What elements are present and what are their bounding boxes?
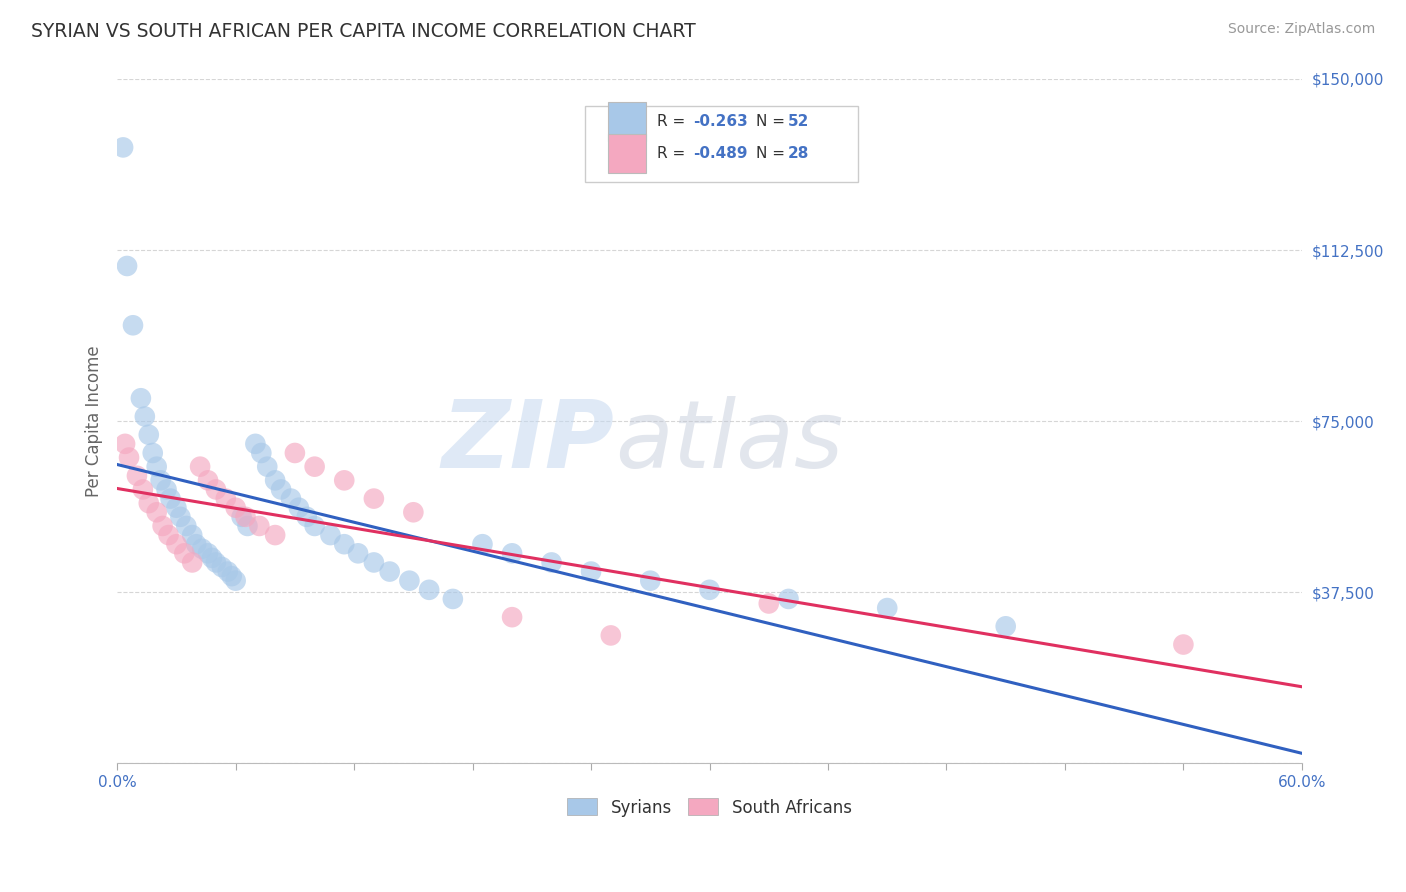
Point xyxy=(112,140,135,154)
Point xyxy=(138,427,160,442)
Point xyxy=(129,391,152,405)
Point xyxy=(132,483,155,497)
Point xyxy=(256,459,278,474)
Point xyxy=(418,582,440,597)
Point xyxy=(115,259,138,273)
Point xyxy=(145,459,167,474)
Point xyxy=(304,519,326,533)
Point xyxy=(245,437,267,451)
Point xyxy=(201,550,224,565)
Point xyxy=(333,474,356,488)
FancyBboxPatch shape xyxy=(607,135,645,173)
Point xyxy=(225,500,247,515)
Point xyxy=(579,565,602,579)
Point xyxy=(280,491,302,506)
Point xyxy=(319,528,342,542)
Point xyxy=(188,459,211,474)
Point xyxy=(181,528,204,542)
Point xyxy=(363,491,385,506)
Point xyxy=(501,610,523,624)
Point xyxy=(205,556,228,570)
Point xyxy=(347,546,370,560)
Point xyxy=(471,537,494,551)
Point xyxy=(152,519,174,533)
Point xyxy=(378,565,401,579)
Point xyxy=(288,500,311,515)
Point xyxy=(114,437,136,451)
Point xyxy=(122,318,145,333)
Text: R =: R = xyxy=(658,114,690,129)
Point xyxy=(181,556,204,570)
Point xyxy=(205,483,228,497)
Text: SYRIAN VS SOUTH AFRICAN PER CAPITA INCOME CORRELATION CHART: SYRIAN VS SOUTH AFRICAN PER CAPITA INCOM… xyxy=(31,22,696,41)
Point xyxy=(333,537,356,551)
Point xyxy=(235,509,257,524)
Point xyxy=(540,556,562,570)
Point xyxy=(270,483,292,497)
Point xyxy=(501,546,523,560)
Point xyxy=(149,474,172,488)
Point xyxy=(165,500,187,515)
Point xyxy=(197,474,219,488)
Point xyxy=(173,546,195,560)
Point xyxy=(186,537,208,551)
FancyBboxPatch shape xyxy=(607,103,645,141)
Point xyxy=(640,574,662,588)
Y-axis label: Per Capita Income: Per Capita Income xyxy=(86,345,103,497)
Point xyxy=(264,528,287,542)
Point xyxy=(157,528,180,542)
Point xyxy=(363,556,385,570)
Point xyxy=(221,569,243,583)
Point xyxy=(876,601,898,615)
Point xyxy=(231,509,253,524)
Text: N =: N = xyxy=(756,146,790,161)
Text: Source: ZipAtlas.com: Source: ZipAtlas.com xyxy=(1227,22,1375,37)
Point xyxy=(295,509,318,524)
Point xyxy=(599,628,621,642)
Point xyxy=(125,468,148,483)
Text: 52: 52 xyxy=(787,114,808,129)
Text: R =: R = xyxy=(658,146,690,161)
Point xyxy=(264,474,287,488)
Point xyxy=(304,459,326,474)
Legend: Syrians, South Africans: Syrians, South Africans xyxy=(561,792,859,823)
Point xyxy=(994,619,1017,633)
Text: N =: N = xyxy=(756,114,790,129)
Point xyxy=(699,582,721,597)
Point xyxy=(402,505,425,519)
Point xyxy=(284,446,307,460)
Point xyxy=(165,537,187,551)
Point xyxy=(211,560,233,574)
Point xyxy=(155,483,177,497)
FancyBboxPatch shape xyxy=(585,106,858,182)
Point xyxy=(778,591,800,606)
Text: ZIP: ZIP xyxy=(441,395,614,488)
Point xyxy=(191,541,214,556)
Point xyxy=(176,519,198,533)
Text: 28: 28 xyxy=(787,146,808,161)
Point xyxy=(197,546,219,560)
Point xyxy=(217,565,239,579)
Text: -0.489: -0.489 xyxy=(693,146,748,161)
Point xyxy=(134,409,156,424)
Point xyxy=(225,574,247,588)
Point xyxy=(758,597,780,611)
Point xyxy=(247,519,270,533)
Text: atlas: atlas xyxy=(614,396,844,487)
Point xyxy=(138,496,160,510)
Point xyxy=(169,509,191,524)
Point xyxy=(142,446,165,460)
Point xyxy=(215,491,238,506)
Point xyxy=(398,574,420,588)
Point xyxy=(118,450,141,465)
Point xyxy=(250,446,273,460)
Text: -0.263: -0.263 xyxy=(693,114,748,129)
Point xyxy=(1173,638,1195,652)
Point xyxy=(159,491,181,506)
Point xyxy=(441,591,464,606)
Point xyxy=(236,519,259,533)
Point xyxy=(145,505,167,519)
